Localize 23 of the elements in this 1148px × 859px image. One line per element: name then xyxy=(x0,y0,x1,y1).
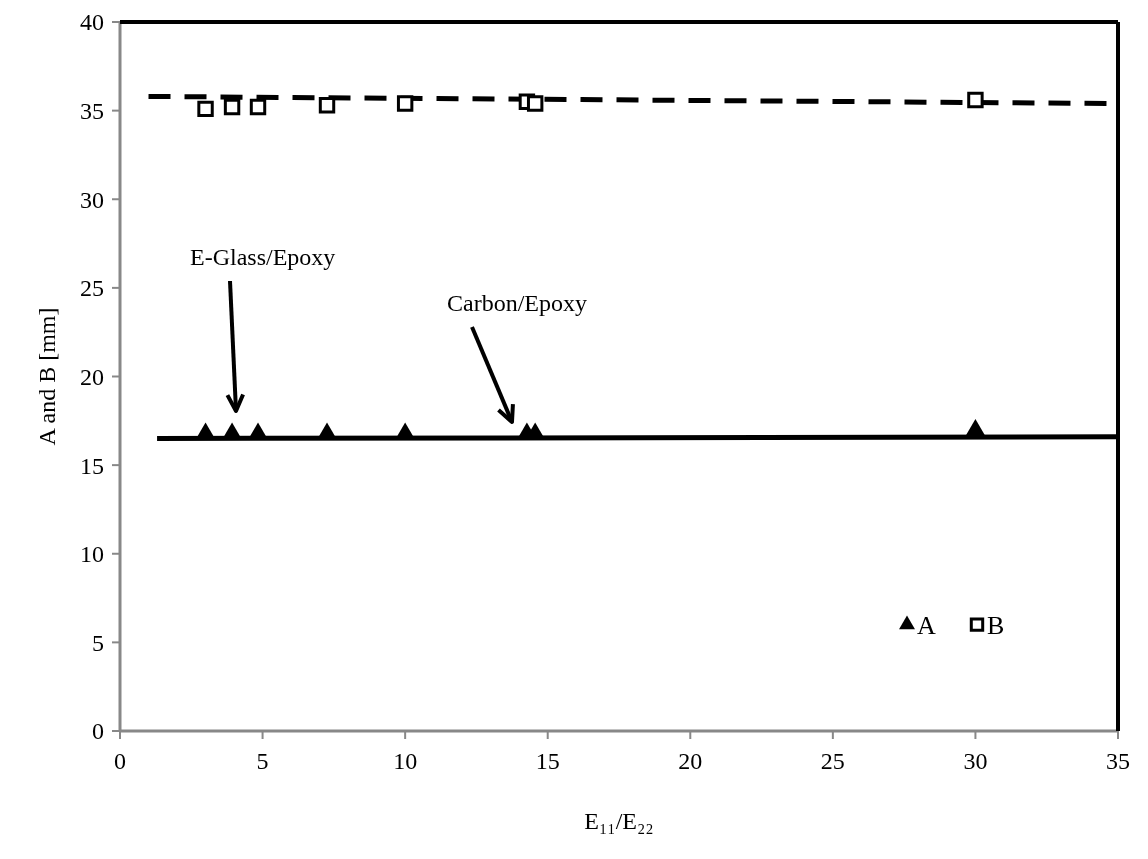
x-tick-label: 20 xyxy=(678,748,703,774)
annotation: E-Glass/Epoxy xyxy=(190,244,336,270)
x-tick-label: 30 xyxy=(963,748,988,774)
legend-label: A xyxy=(916,610,936,640)
y-tick-label: 35 xyxy=(80,98,104,125)
y-axis-title: A and B [mm] xyxy=(34,307,60,446)
x-tick-label: 10 xyxy=(393,748,418,774)
y-tick-label: 10 xyxy=(80,541,104,568)
x-tick-label: 15 xyxy=(535,748,560,774)
x-tick-label: 35 xyxy=(1106,748,1130,774)
y-tick-label: 15 xyxy=(80,452,104,479)
legend-label: B xyxy=(986,610,1005,640)
x-tick-label: 25 xyxy=(820,748,845,774)
y-tick-label: 30 xyxy=(80,186,104,213)
y-tick-label: 25 xyxy=(80,275,104,302)
y-tick-label: 40 xyxy=(80,9,104,36)
x-tick-label: 0 xyxy=(114,748,126,774)
annotation: Carbon/Epoxy xyxy=(447,290,587,316)
y-tick-label: 5 xyxy=(92,629,104,656)
y-tick-label: 0 xyxy=(92,718,104,745)
x-axis-title: E₁₁/E₂₂ xyxy=(584,808,654,834)
x-tick-label: 5 xyxy=(256,748,269,774)
y-tick-label: 20 xyxy=(80,363,104,390)
